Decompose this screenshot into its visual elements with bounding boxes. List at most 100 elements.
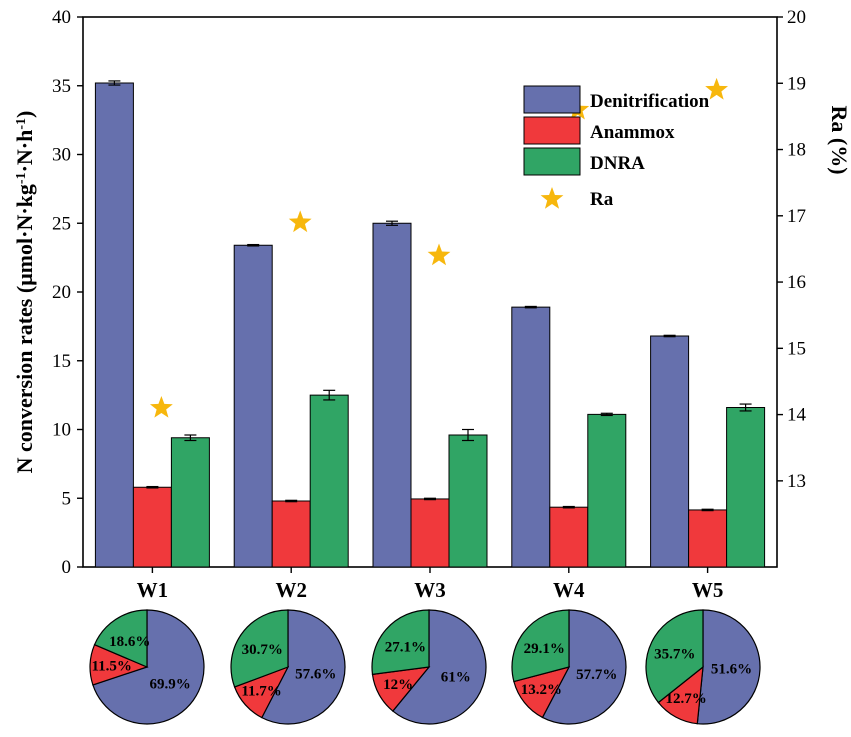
- pie-label-anammox-w4: 13.2%: [521, 682, 562, 698]
- pie-w5: 51.6% 12.7% 35.7%: [645, 609, 761, 725]
- right-tick-label-19: 19: [787, 73, 806, 94]
- ra-star-w2: [288, 210, 312, 233]
- error-bar-dnra-w5: [739, 403, 752, 412]
- bar-denitrification-w2: [233, 244, 273, 568]
- y-axis-title-left: N conversion rates (μmol·N·kg-1·N·h-1): [12, 111, 37, 474]
- pie-label-anammox-w1: 11.5%: [91, 659, 131, 675]
- right-tick-label-18: 18: [787, 140, 806, 161]
- ra-star-w1: [149, 395, 173, 418]
- bar-denitrification-w1: [94, 82, 134, 568]
- right-tick-label-16: 16: [787, 272, 806, 293]
- bar-denitrification-w3: [372, 222, 412, 568]
- pie-label-dnra-w3: 27.1%: [385, 639, 426, 655]
- bar-dnra-w1: [170, 437, 210, 568]
- bar-anammox-w5: [688, 509, 728, 568]
- pie-slice-denitrification-w4: [541, 609, 627, 725]
- y-axis-title-right: Ra (%): [827, 105, 851, 174]
- x-tick-label-w1: W1: [137, 578, 169, 602]
- pie-label-anammox-w3: 12%: [383, 677, 413, 693]
- error-bar-denitrification-w5: [663, 334, 676, 338]
- x-tick-label-w3: W3: [414, 578, 446, 602]
- legend-label-denitrification: Denitrification: [590, 91, 710, 112]
- pie-slice-dnra-w4: [511, 609, 570, 683]
- pie-w4: 57.7% 13.2% 29.1%: [511, 609, 627, 725]
- pie-label-dnra-w4: 29.1%: [524, 641, 565, 657]
- left-tick-label-15: 15: [52, 351, 71, 372]
- left-tick-label-30: 30: [52, 145, 71, 166]
- left-tick-label-5: 5: [62, 488, 72, 509]
- right-tick-label-13: 13: [787, 471, 806, 492]
- pie-slice-denitrification-w5: [696, 609, 761, 725]
- left-tick-label-35: 35: [52, 76, 71, 97]
- error-bar-dnra-w4: [600, 412, 613, 417]
- y-axis-title-part-3: ): [12, 111, 37, 118]
- y-axis-title-part-2: ·N·h: [12, 130, 37, 173]
- error-bar-denitrification-w3: [386, 220, 398, 226]
- right-tick-label-14: 14: [787, 405, 807, 426]
- x-axis-categories: W1 W2 W3 W4 W5: [137, 567, 724, 602]
- error-bar-group: [108, 80, 752, 512]
- error-bar-denitrification-w4: [524, 305, 537, 309]
- bar-dnra-w5: [726, 407, 766, 568]
- pie-label-denitrification-w5: 51.6%: [711, 661, 752, 677]
- bar-denitrification-w4: [511, 306, 551, 568]
- legend-label-anammox: Anammox: [590, 122, 675, 143]
- pie-label-anammox-w5: 12.7%: [665, 691, 706, 707]
- legend-star-ra: [540, 187, 564, 209]
- bar-anammox-w3: [410, 498, 450, 568]
- bar-group: [94, 82, 766, 568]
- pie-slice-dnra-w1: [93, 609, 148, 668]
- x-tick-label-w5: W5: [692, 578, 724, 602]
- left-tick-label-10: 10: [52, 420, 71, 441]
- bar-dnra-w4: [587, 413, 627, 568]
- pie-label-denitrification-w4: 57.7%: [576, 667, 617, 683]
- error-bar-anammox-w3: [424, 497, 436, 501]
- ra-star-w3: [427, 243, 451, 266]
- right-tick-label-15: 15: [787, 338, 806, 359]
- bar-dnra-w3: [448, 434, 488, 568]
- error-bar-dnra-w3: [462, 428, 474, 442]
- pie-label-denitrification-w1: 69.9%: [149, 677, 190, 693]
- left-axis-ticks: 0 5 10 15 20 25 30 35 40: [52, 7, 83, 578]
- right-tick-label-20: 20: [787, 7, 806, 28]
- legend: Denitrification Anammox DNRA Ra: [523, 85, 710, 210]
- bar-anammox-w2: [271, 500, 311, 568]
- pie-label-dnra-w2: 30.7%: [242, 642, 283, 658]
- pie-slice-dnra-w3: [371, 609, 430, 676]
- pie-label-anammox-w2: 11.7%: [241, 684, 281, 700]
- ra-star-w5: [705, 77, 729, 100]
- error-bar-dnra-w1: [184, 434, 197, 442]
- error-bar-anammox-w5: [701, 508, 714, 512]
- pie-w1: 69.9% 11.5% 18.6%: [89, 609, 205, 725]
- legend-swatch-anammox: [523, 116, 581, 145]
- left-tick-label-40: 40: [52, 7, 71, 28]
- legend-swatch-dnra: [523, 147, 581, 176]
- bar-denitrification-w5: [650, 335, 690, 568]
- bar-dnra-w2: [309, 394, 349, 568]
- y-axis-title-part-1: N conversion rates (μmol·N·kg: [12, 184, 37, 473]
- pie-slice-denitrification-w3: [391, 609, 487, 725]
- pie-label-dnra-w1: 18.6%: [109, 634, 150, 650]
- x-tick-label-w2: W2: [275, 578, 307, 602]
- error-bar-denitrification-w1: [108, 80, 121, 86]
- pie-slice-dnra-w5: [645, 609, 704, 704]
- pie-label-denitrification-w2: 57.6%: [295, 667, 336, 683]
- right-axis-ticks: 13 14 15 16 17 18 19 20: [777, 7, 807, 492]
- bar-anammox-w1: [132, 486, 172, 568]
- x-tick-label-w4: W4: [553, 578, 585, 602]
- error-bar-anammox-w2: [285, 499, 298, 503]
- y-axis-title-superscript-2: -1: [14, 118, 29, 130]
- y-axis-title-superscript-1: -1: [14, 172, 29, 184]
- pie-label-dnra-w5: 35.7%: [654, 646, 695, 662]
- pie-charts: 69.9% 11.5% 18.6% 57.6% 11.7% 30.7% 61% 12% 27.1…: [89, 609, 761, 725]
- legend-swatch-denitrification: [523, 85, 581, 114]
- right-tick-label-17: 17: [787, 206, 806, 227]
- bar-anammox-w4: [549, 506, 589, 568]
- legend-label-ra: Ra: [590, 189, 614, 210]
- legend-label-dnra: DNRA: [590, 153, 645, 174]
- error-bar-anammox-w4: [562, 505, 575, 509]
- pie-label-denitrification-w3: 61%: [441, 670, 471, 686]
- pie-w2: 57.6% 11.7% 30.7%: [230, 609, 346, 725]
- pie-w3: 61% 12% 27.1%: [371, 609, 487, 725]
